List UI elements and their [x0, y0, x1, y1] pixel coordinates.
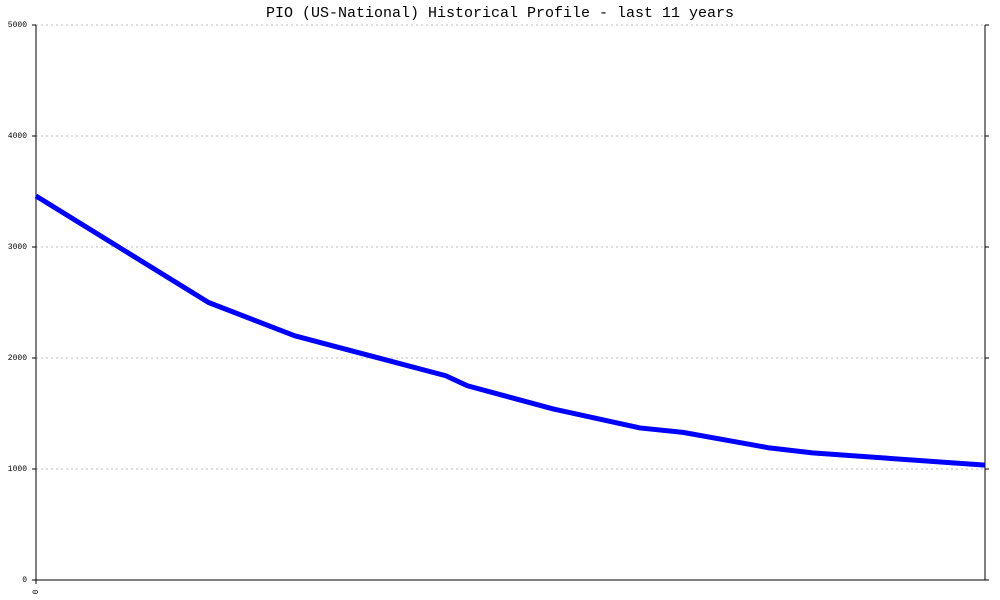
- chart-title: PIO (US-National) Historical Profile - l…: [266, 5, 734, 22]
- y-tick-label: 1000: [8, 465, 27, 474]
- y-tick-label: 4000: [8, 132, 27, 141]
- x-tick-label: 0: [32, 589, 41, 594]
- y-tick-label: 0: [22, 576, 27, 585]
- y-tick-label: 3000: [8, 243, 27, 252]
- data-line: [34, 193, 986, 468]
- y-tick-label: 2000: [8, 354, 27, 363]
- y-tick-label: 5000: [8, 21, 27, 30]
